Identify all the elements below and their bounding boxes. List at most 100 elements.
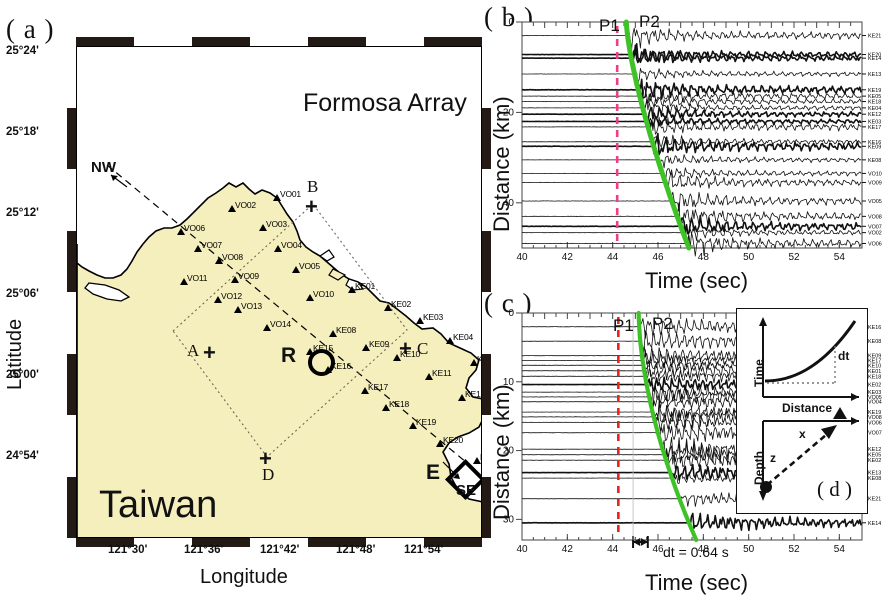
seismic-trace-vo07 — [521, 214, 862, 235]
seismic-trace-ke17 — [521, 116, 862, 135]
panel-b-P2-label: P2 — [639, 12, 660, 31]
station-marker-ke11 — [425, 373, 433, 380]
frame-band-top-4 — [308, 37, 366, 46]
seismic-trace-ke19 — [521, 78, 862, 100]
trace-label-vo07: VO07 — [868, 431, 882, 437]
trace-label-ke13: KE13 — [868, 471, 881, 477]
svg-text:50: 50 — [743, 544, 755, 555]
nw-arrow-icon — [110, 174, 128, 188]
seismic-trace-ke16 — [522, 134, 862, 150]
svg-text:20: 20 — [503, 107, 515, 118]
trace-label-vo02: VO02 — [868, 231, 882, 237]
marker-D-plus: + — [259, 446, 272, 471]
trace-label-ke16: KE16 — [868, 325, 881, 331]
trace-label-vo08: VO08 — [868, 214, 882, 220]
svg-text:44: 44 — [607, 252, 619, 263]
station-marker-ke01 — [348, 286, 356, 293]
seismic-trace-ke14 — [521, 44, 862, 64]
inset-dt-label: dt — [838, 349, 850, 363]
trace-label-ke02: KE02 — [868, 383, 881, 389]
station-label-vo08: VO08 — [222, 252, 243, 262]
station-marker-vo07 — [194, 245, 202, 252]
trace-label-ke05: KE05 — [868, 94, 881, 100]
marker-C-plus: + — [399, 336, 412, 361]
trace-label-vo09: VO09 — [868, 180, 882, 186]
station-label-vo13: VO13 — [241, 301, 262, 311]
svg-text:52: 52 — [788, 544, 800, 555]
trace-label-ke21: KE21 — [868, 34, 881, 40]
station-label-ke21: KE21 — [480, 452, 481, 462]
station-label-vo03: VO03 — [266, 219, 287, 229]
station-label-ke15: KE15 — [313, 343, 333, 353]
station-marker-ke10 — [393, 354, 401, 361]
trace-label-ke09: KE09 — [868, 144, 881, 150]
station-marker-vo08 — [215, 257, 223, 264]
station-marker-vo10 — [306, 294, 314, 301]
station-label-vo10: VO10 — [313, 289, 334, 299]
seismic-trace-ke21 — [521, 27, 862, 50]
seismic-trace-ke14 — [521, 512, 862, 532]
lat-tick-2: 25°12' — [6, 207, 39, 219]
trace-label-vo05: VO05 — [868, 199, 882, 205]
country-label: Taiwan — [99, 484, 218, 526]
trace-label-vo10: VO10 — [868, 171, 882, 177]
trace-label-ke01: KE01 — [868, 369, 881, 375]
panel-c-P1-label: P1 — [613, 316, 634, 335]
panel-c-x-title: Time (sec) — [645, 570, 749, 595]
svg-text:42: 42 — [562, 252, 574, 263]
longitude-axis-title: Longitude — [200, 566, 288, 588]
inset-z-label: z — [770, 451, 776, 465]
trace-label-ke17: KE17 — [868, 125, 881, 131]
trace-label-ke13: KE13 — [868, 72, 881, 78]
trace-label-ke04: KE04 — [868, 106, 881, 112]
lon-tick-0: 121°30' — [108, 544, 148, 556]
label-R: R — [281, 344, 297, 367]
station-label-vo06: VO06 — [184, 223, 205, 233]
trace-label-vo08: VO08 — [868, 415, 882, 421]
frame-band-left-7 — [67, 476, 76, 538]
station-marker-vo13 — [234, 306, 242, 313]
inset-x-label: x — [799, 427, 806, 441]
station-marker-vo09 — [231, 276, 239, 283]
station-label-ke02: KE02 — [391, 299, 411, 309]
frame-band-top-2 — [192, 37, 250, 46]
svg-text:42: 42 — [562, 544, 574, 555]
lat-tick-1: 25°18' — [6, 126, 39, 138]
station-marker-vo14 — [263, 324, 271, 331]
trace-label-ke19: KE19 — [868, 410, 881, 416]
trace-label-ke12: KE12 — [868, 112, 881, 118]
panel-c-y-title: Distance (km) — [489, 384, 514, 520]
inset-depth-axis-label: Depth — [752, 451, 766, 485]
seismic-trace-vo10 — [522, 167, 862, 185]
frame-band-bottom-6 — [424, 538, 482, 547]
taiwan-coastline — [77, 164, 481, 537]
station-label-ke18: KE18 — [389, 399, 409, 409]
lon-tick-3: 121°48' — [336, 544, 376, 556]
svg-text:30: 30 — [503, 514, 515, 525]
trace-label-vo05: VO05 — [868, 395, 882, 401]
trace-label-ke16: KE16 — [868, 140, 881, 146]
trace-label-ke14: KE14 — [868, 56, 881, 62]
svg-text:40: 40 — [516, 252, 528, 263]
station-marker-ke15 — [306, 348, 314, 355]
frame-band-bottom-2 — [192, 538, 250, 547]
frame-band-left-5 — [67, 353, 76, 415]
frame-band-left-1 — [67, 107, 76, 169]
label-D: D — [262, 465, 275, 484]
station-marker-vo03 — [259, 224, 267, 231]
trace-label-ke21: KE21 — [868, 497, 881, 503]
trace-label-ke14: KE14 — [868, 521, 881, 527]
station-marker-ke04 — [446, 337, 454, 344]
lat-tick-5: 24°54' — [6, 450, 39, 462]
svg-text:10: 10 — [503, 377, 515, 388]
lon-tick-4: 121°54' — [404, 544, 444, 556]
inset-d-panel: Time Distance dt Depth x z ( d ) — [736, 308, 868, 514]
station-marker-vo04 — [274, 245, 282, 252]
svg-text:46: 46 — [652, 252, 664, 263]
frame-band-bottom-4 — [308, 538, 366, 547]
panel-b-P1-label: P1 — [599, 16, 620, 35]
svg-text:20: 20 — [503, 446, 515, 457]
trace-label-ke02b: KE02 — [868, 458, 881, 464]
panel-a-tag: ( a ) — [6, 14, 55, 44]
